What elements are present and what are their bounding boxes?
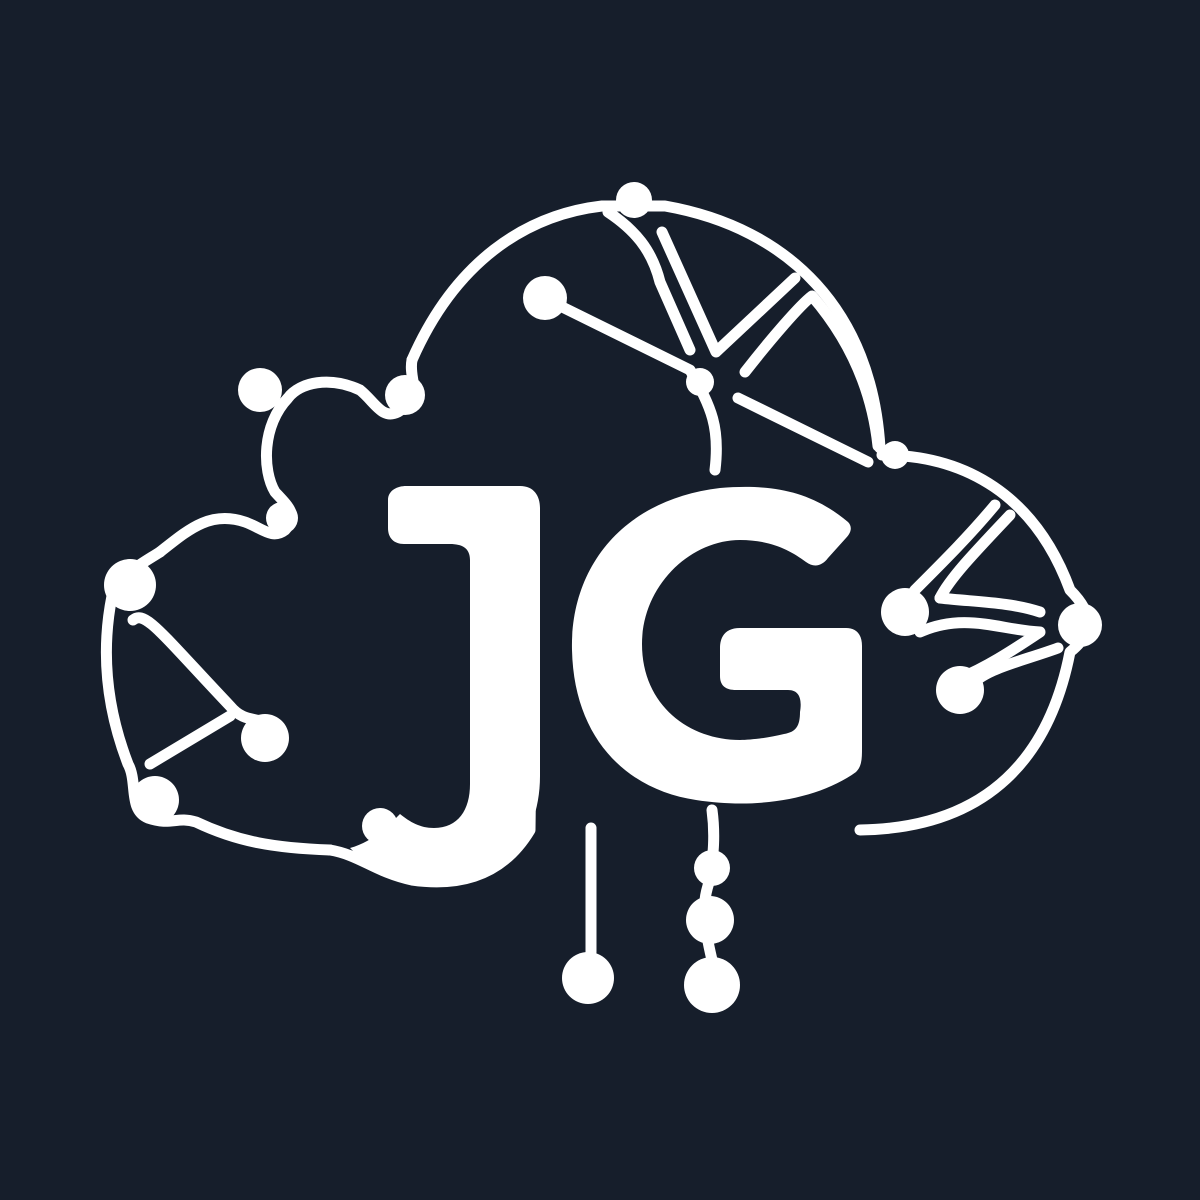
node-mid-junction bbox=[686, 368, 714, 396]
letter-g bbox=[571, 486, 862, 804]
network-lines bbox=[542, 206, 1064, 694]
net-line-i bbox=[914, 617, 1046, 684]
network-nodes bbox=[104, 182, 1102, 1013]
node-drip-right-top bbox=[694, 850, 730, 886]
net-line-d bbox=[739, 290, 884, 452]
cloud-top-arc bbox=[406, 200, 886, 454]
cloud-left-shoulder bbox=[154, 354, 420, 558]
node-left-mid bbox=[266, 502, 298, 534]
node-right-top bbox=[881, 441, 909, 469]
net-line-h bbox=[934, 509, 1016, 604]
node-drip-left bbox=[562, 952, 614, 1004]
net-line-g bbox=[934, 592, 1046, 618]
cloud-outline bbox=[100, 200, 1094, 888]
node-left-top bbox=[104, 559, 156, 611]
node-right-edge bbox=[1058, 603, 1102, 647]
node-right-low bbox=[936, 666, 984, 714]
monogram bbox=[350, 486, 862, 886]
cloud-right-arc bbox=[854, 449, 1094, 836]
node-drip-right-mid bbox=[686, 896, 734, 944]
node-shoulder-left bbox=[238, 368, 282, 412]
node-left-mid-2 bbox=[241, 714, 289, 762]
node-shoulder-right bbox=[385, 375, 425, 415]
node-right-mid bbox=[881, 588, 929, 636]
net-line-c bbox=[656, 226, 801, 358]
node-inner-top-left bbox=[523, 276, 567, 320]
node-drip-right bbox=[684, 957, 740, 1013]
node-left-bottom bbox=[131, 776, 179, 824]
letter-j bbox=[350, 486, 540, 886]
net-line-b bbox=[602, 206, 696, 356]
cloud-left-cross bbox=[127, 612, 278, 732]
node-top bbox=[616, 182, 652, 218]
cloud-left-lower bbox=[144, 710, 236, 770]
net-line-e bbox=[732, 392, 874, 468]
